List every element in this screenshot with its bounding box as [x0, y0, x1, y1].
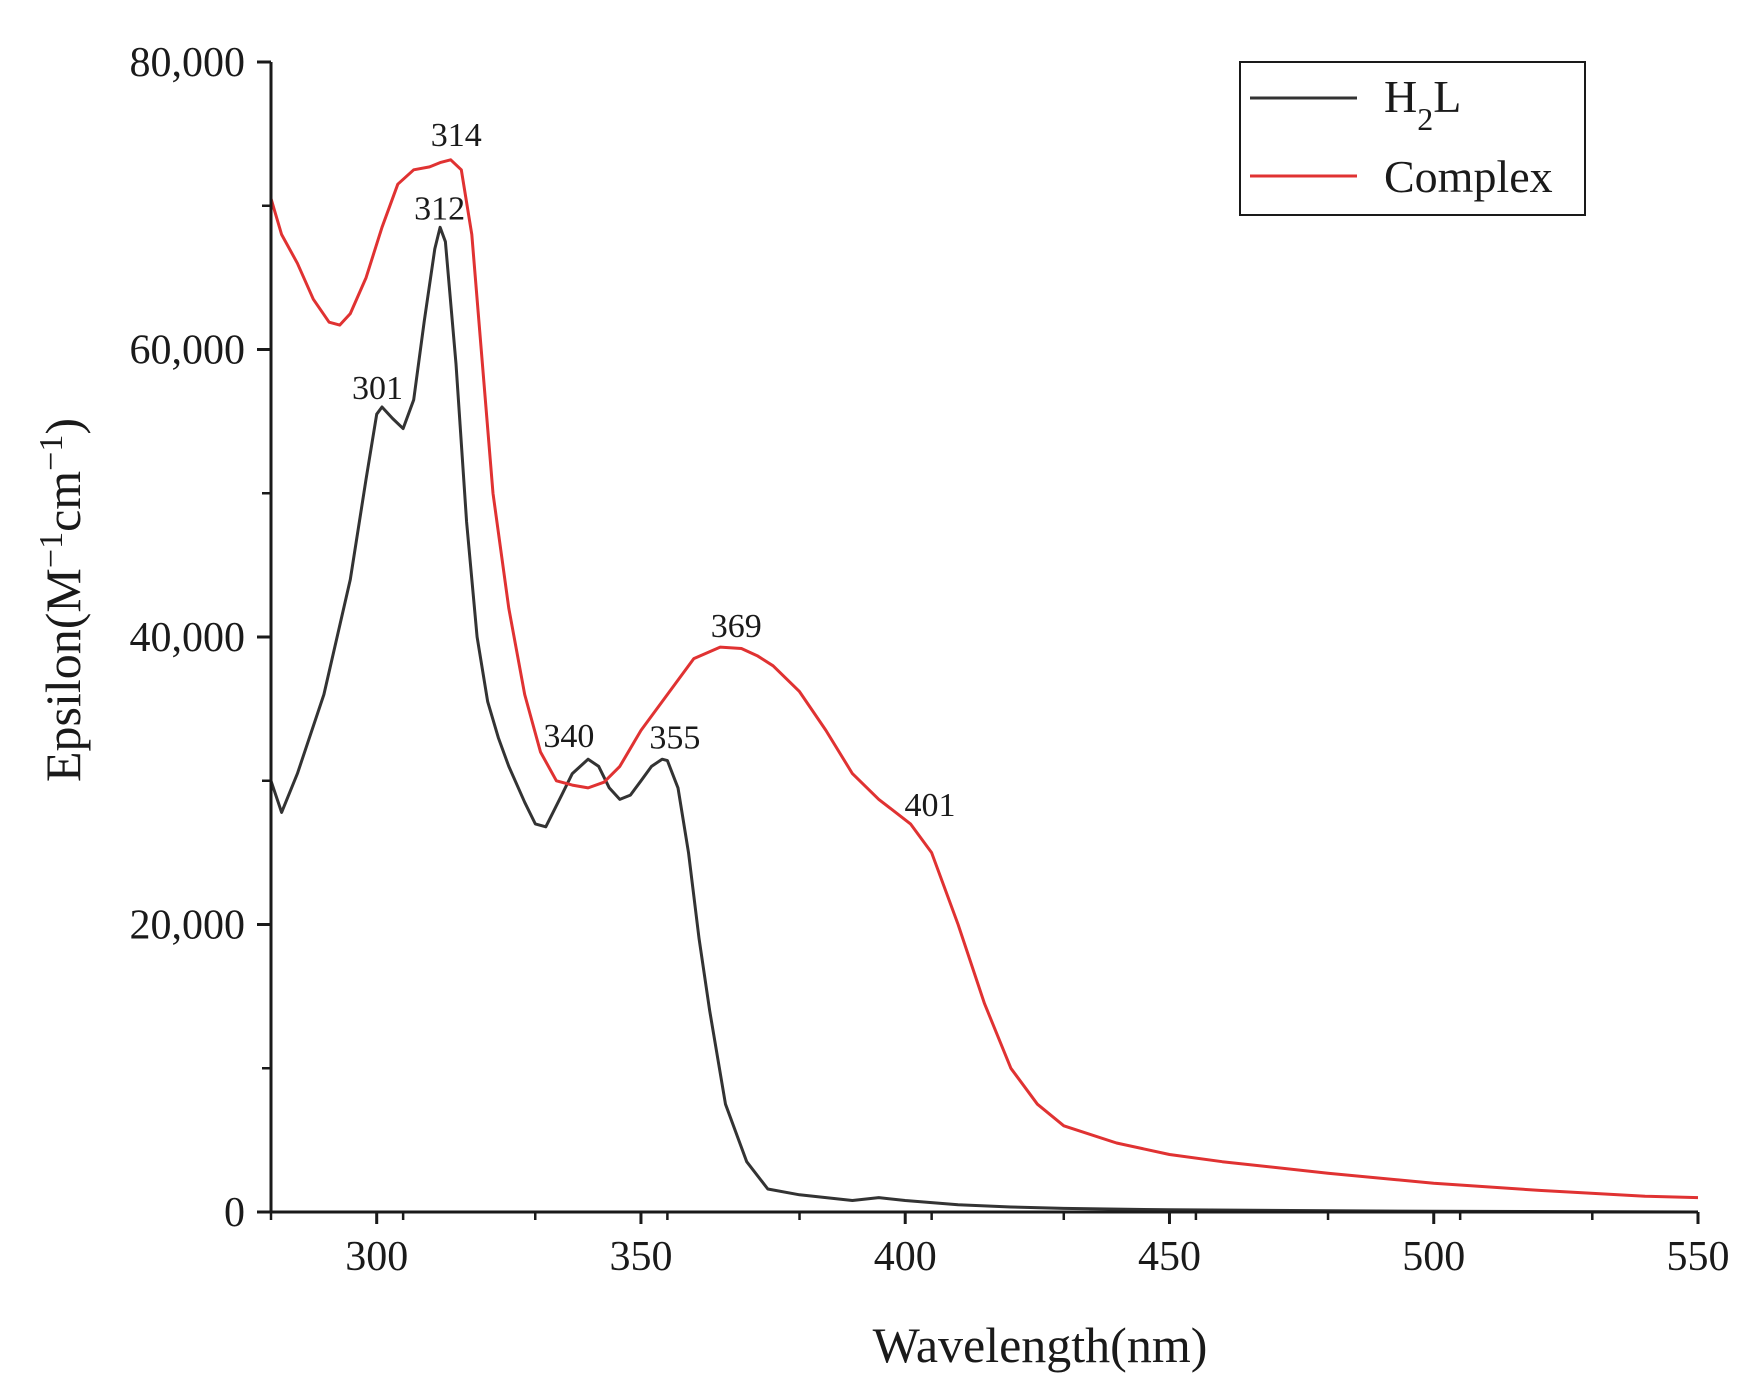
y-tick-label: 60,000 — [130, 328, 246, 374]
peak-label-312: 312 — [414, 190, 465, 227]
series-line-complex — [269, 158, 1699, 1200]
peak-label-369: 369 — [711, 608, 762, 645]
y-axis-title-sup1: −1 — [33, 532, 70, 568]
y-tick-label: 0 — [224, 1190, 245, 1236]
peak-label-340: 340 — [543, 718, 594, 755]
peak-label-314: 314 — [431, 117, 482, 154]
x-tick-label: 400 — [874, 1234, 937, 1280]
legend-label-h2l: H2L — [1384, 71, 1461, 137]
plot-area — [269, 158, 1699, 1214]
legend-h2l-tail: L — [1433, 71, 1461, 122]
legend-h2l-main: H — [1384, 71, 1417, 122]
peak-label-401: 401 — [905, 787, 956, 824]
x-axis-title: Wavelength(nm) — [873, 1317, 1208, 1373]
series-line-h2l — [269, 225, 1699, 1214]
peak-label-355: 355 — [649, 720, 700, 757]
x-tick-label: 550 — [1667, 1234, 1730, 1280]
y-axis-title: Epsilon(M−1cm−1) — [33, 418, 92, 782]
y-axis-title-main: Epsilon(M — [35, 568, 91, 782]
y-axis-title-close: ) — [35, 418, 91, 435]
axes — [269, 62, 1698, 1214]
x-tick-label: 300 — [345, 1234, 408, 1280]
x-tick-label: 450 — [1138, 1234, 1201, 1280]
legend: H2L Complex — [1239, 61, 1586, 216]
legend-box — [1239, 61, 1586, 216]
peak-annotations: 314 312 301 340 355 369 401 — [352, 117, 956, 824]
peak-label-301: 301 — [352, 370, 403, 407]
y-axis-title-cm: cm — [35, 471, 91, 532]
legend-h2l-sub: 2 — [1417, 101, 1433, 137]
y-tick-label: 80,000 — [130, 40, 246, 86]
legend-label-complex: Complex — [1384, 151, 1553, 202]
y-axis-title-sup2: −1 — [33, 435, 70, 471]
y-tick-label: 40,000 — [130, 615, 246, 661]
x-tick-label: 500 — [1402, 1234, 1465, 1280]
ticks: 300 350 400 450 500 550 0 20,000 40,000 60,000 80,… — [130, 40, 1730, 1280]
x-tick-label: 350 — [609, 1234, 672, 1280]
y-tick-label: 20,000 — [130, 903, 246, 949]
